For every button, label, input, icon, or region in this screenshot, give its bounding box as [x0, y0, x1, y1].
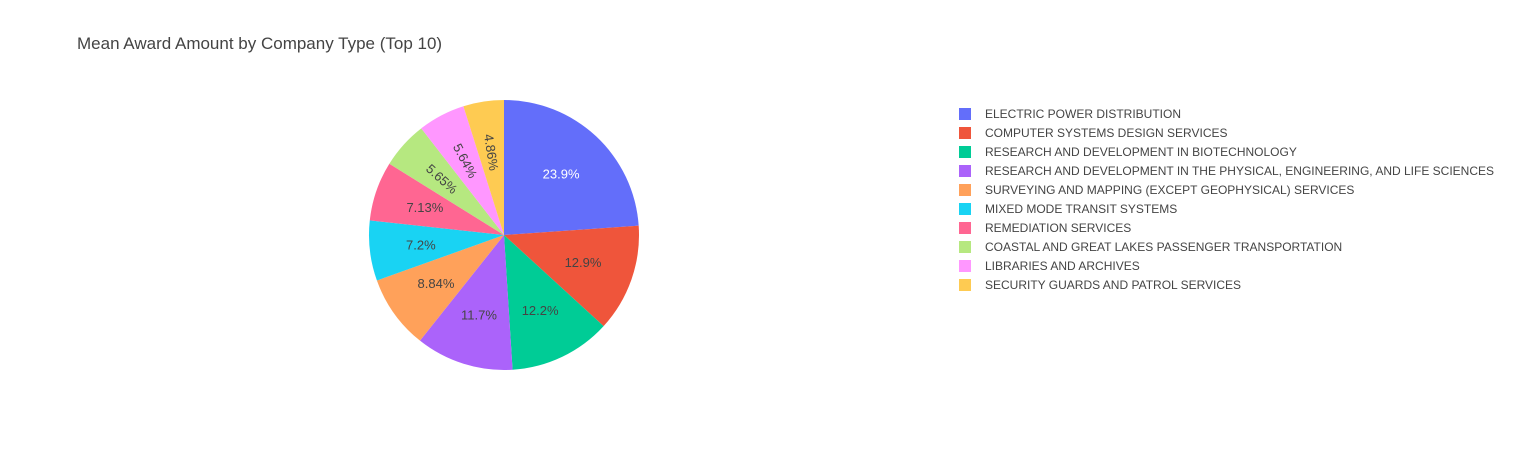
legend-swatch — [959, 127, 971, 139]
legend-item[interactable]: SURVEYING AND MAPPING (EXCEPT GEOPHYSICA… — [959, 183, 1354, 197]
legend-label: ELECTRIC POWER DISTRIBUTION — [985, 107, 1181, 121]
pie-slice[interactable] — [421, 106, 504, 236]
pie-slice[interactable] — [369, 163, 504, 235]
legend-swatch — [959, 165, 971, 177]
legend-item[interactable]: COMPUTER SYSTEMS DESIGN SERVICES — [959, 126, 1228, 140]
pie-slice[interactable] — [504, 235, 604, 370]
pie-slices — [369, 100, 639, 370]
legend-label: SECURITY GUARDS AND PATROL SERVICES — [985, 278, 1241, 292]
legend-swatch — [959, 108, 971, 120]
legend-swatch — [959, 279, 971, 291]
pie-slice-label: 4.86% — [481, 133, 501, 172]
pie-slice-label: 7.2% — [406, 237, 436, 252]
legend-label: LIBRARIES AND ARCHIVES — [985, 259, 1140, 273]
legend-label: REMEDIATION SERVICES — [985, 221, 1131, 235]
legend-item[interactable]: COASTAL AND GREAT LAKES PASSENGER TRANSP… — [959, 240, 1342, 254]
legend-swatch — [959, 184, 971, 196]
legend-label: RESEARCH AND DEVELOPMENT IN BIOTECHNOLOG… — [985, 145, 1297, 159]
pie-slice[interactable] — [420, 235, 513, 370]
legend-swatch — [959, 203, 971, 215]
pie-slice-label: 7.13% — [406, 200, 443, 215]
legend-item[interactable]: LIBRARIES AND ARCHIVES — [959, 259, 1140, 273]
legend-label: SURVEYING AND MAPPING (EXCEPT GEOPHYSICA… — [985, 183, 1354, 197]
pie-slice-label: 12.2% — [522, 303, 559, 318]
pie-slice-label: 23.9% — [543, 166, 580, 181]
legend-item[interactable]: SECURITY GUARDS AND PATROL SERVICES — [959, 278, 1241, 292]
legend-swatch — [959, 222, 971, 234]
legend-label: MIXED MODE TRANSIT SYSTEMS — [985, 202, 1177, 216]
pie-slice[interactable] — [389, 128, 504, 235]
pie-slice[interactable] — [504, 100, 639, 235]
pie-slice-label: 8.84% — [418, 276, 455, 291]
pie-slice[interactable] — [504, 225, 639, 327]
chart-title: Mean Award Amount by Company Type (Top 1… — [77, 34, 443, 53]
legend-label: RESEARCH AND DEVELOPMENT IN THE PHYSICAL… — [985, 164, 1494, 178]
pie-slice-label: 12.9% — [565, 255, 602, 270]
legend-item[interactable]: REMEDIATION SERVICES — [959, 221, 1131, 235]
legend-label: COMPUTER SYSTEMS DESIGN SERVICES — [985, 126, 1228, 140]
pie-slice[interactable] — [369, 220, 504, 281]
pie-slice[interactable] — [463, 100, 504, 235]
pie-slice-label: 11.7% — [461, 307, 497, 322]
legend-item[interactable]: ELECTRIC POWER DISTRIBUTION — [959, 107, 1181, 121]
legend-swatch — [959, 146, 971, 158]
legend-label: COASTAL AND GREAT LAKES PASSENGER TRANSP… — [985, 240, 1342, 254]
pie-slice[interactable] — [376, 235, 504, 341]
legend-item[interactable]: RESEARCH AND DEVELOPMENT IN THE PHYSICAL… — [959, 164, 1494, 178]
legend-swatch — [959, 241, 971, 253]
legend-item[interactable]: MIXED MODE TRANSIT SYSTEMS — [959, 202, 1177, 216]
legend: ELECTRIC POWER DISTRIBUTION COMPUTER SYST… — [959, 107, 1494, 292]
legend-item[interactable]: RESEARCH AND DEVELOPMENT IN BIOTECHNOLOG… — [959, 145, 1297, 159]
legend-swatch — [959, 260, 971, 272]
